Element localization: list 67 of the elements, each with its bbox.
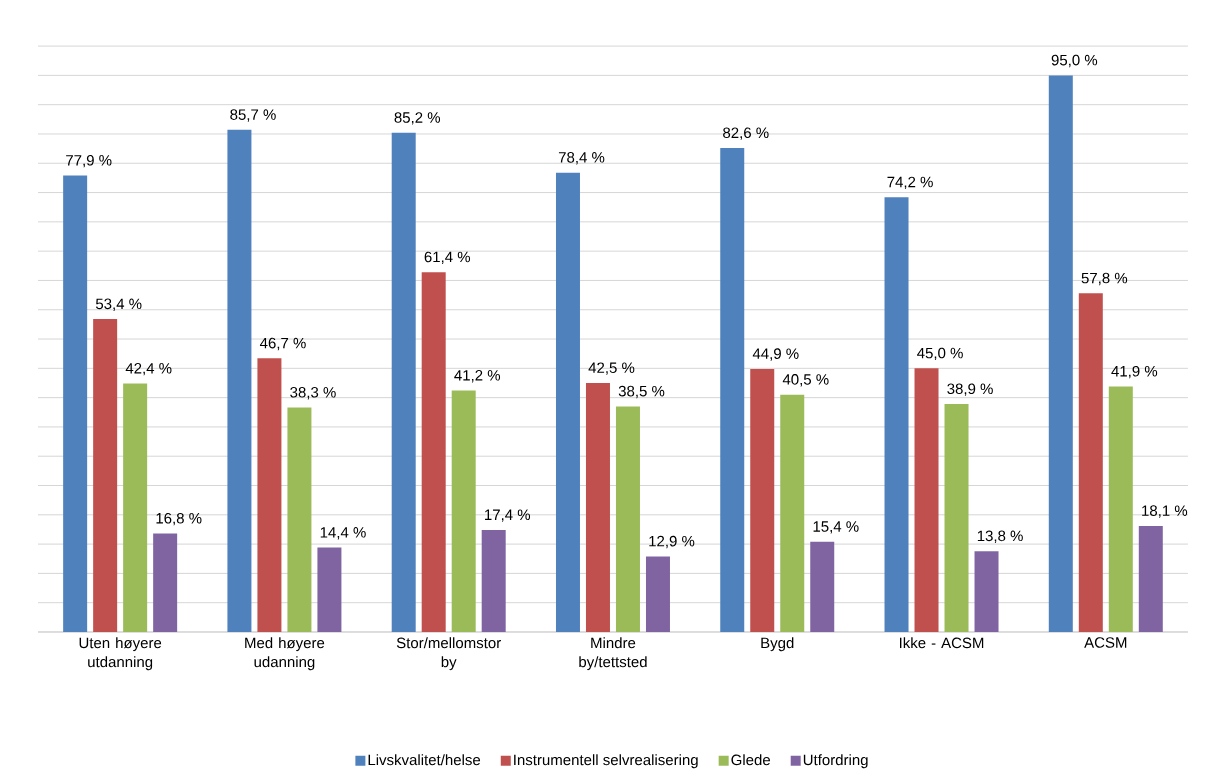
- bar: [615, 406, 640, 632]
- x-tick-label: Med høyere udanning: [245, 637, 325, 671]
- data-label: 78,4 %: [558, 152, 605, 165]
- data-label: 85,2 %: [394, 112, 441, 125]
- bar: [153, 533, 178, 632]
- data-label: 82,6 %: [723, 127, 769, 140]
- data-label: 38,5 %: [618, 385, 665, 399]
- data-label: 42,4 %: [125, 362, 172, 376]
- bar: [884, 197, 909, 632]
- x-tick-label: Bygd: [761, 637, 794, 652]
- data-label: 53,4 %: [95, 298, 142, 311]
- data-label: 16,8 %: [156, 512, 202, 526]
- bar: [93, 319, 118, 632]
- data-label: 38,3 %: [290, 386, 336, 400]
- x-tick-label: Ikke - ACSM: [899, 637, 984, 649]
- bar: [123, 383, 148, 632]
- data-label: 57,8 %: [1081, 272, 1128, 286]
- data-label: 44,9 %: [752, 348, 799, 361]
- bar: [421, 272, 446, 632]
- bar: [1048, 75, 1073, 632]
- bar: [481, 530, 506, 632]
- x-tick-label: Uten høyere utdanning: [79, 637, 162, 671]
- x-tick-label: Stor/mellomstor by: [396, 637, 501, 671]
- bar: [914, 368, 939, 632]
- data-label: 14,4 %: [320, 527, 366, 540]
- data-label: 17,4 %: [485, 509, 531, 522]
- legend-label: Livskvalitet/helse: [368, 754, 481, 766]
- x-tick-label: ACSM: [1084, 637, 1127, 648]
- bar: [1138, 525, 1163, 632]
- data-label: 74,2 %: [887, 176, 933, 190]
- data-label: 61,4 %: [424, 251, 471, 265]
- bar: [780, 394, 805, 632]
- bar: [720, 148, 745, 632]
- data-label: 41,9 %: [1111, 365, 1158, 379]
- data-label: 13,8 %: [977, 530, 1023, 543]
- bar: [63, 175, 88, 632]
- bar: [317, 547, 342, 632]
- bar: [257, 358, 282, 632]
- bar: [645, 556, 670, 632]
- data-label: 46,7 %: [259, 337, 306, 351]
- bar: [944, 404, 969, 632]
- data-label: 12,9 %: [649, 535, 695, 549]
- data-label: 77,9 %: [66, 154, 112, 168]
- data-label: 42,5 %: [588, 362, 635, 375]
- data-label: 40,5 %: [782, 374, 829, 387]
- x-tick-label: Mindre by/tettsted: [579, 637, 647, 671]
- data-label: 38,9 %: [947, 383, 993, 396]
- bar: [287, 407, 312, 632]
- data-label: 15,4 %: [813, 521, 859, 534]
- data-label: 41,2 %: [454, 370, 501, 383]
- data-label: 85,7 %: [230, 109, 276, 122]
- bar: [810, 541, 835, 632]
- bar: [555, 172, 580, 632]
- data-label: 45,0 %: [917, 347, 963, 361]
- bar: [974, 551, 999, 632]
- legend-label: Glede: [731, 754, 771, 766]
- bar: [391, 132, 416, 632]
- legend-label: Utfordring: [803, 754, 868, 769]
- bar: [585, 382, 610, 632]
- bar: [451, 390, 476, 632]
- bar: [1078, 293, 1103, 632]
- bar: [227, 129, 252, 632]
- data-label: 18,1 %: [1142, 505, 1188, 518]
- data-label: 95,0 %: [1051, 54, 1098, 68]
- bar: [750, 368, 775, 632]
- bar: [1108, 386, 1133, 632]
- legend-label: Instrumentell selvrealisering: [514, 754, 698, 769]
